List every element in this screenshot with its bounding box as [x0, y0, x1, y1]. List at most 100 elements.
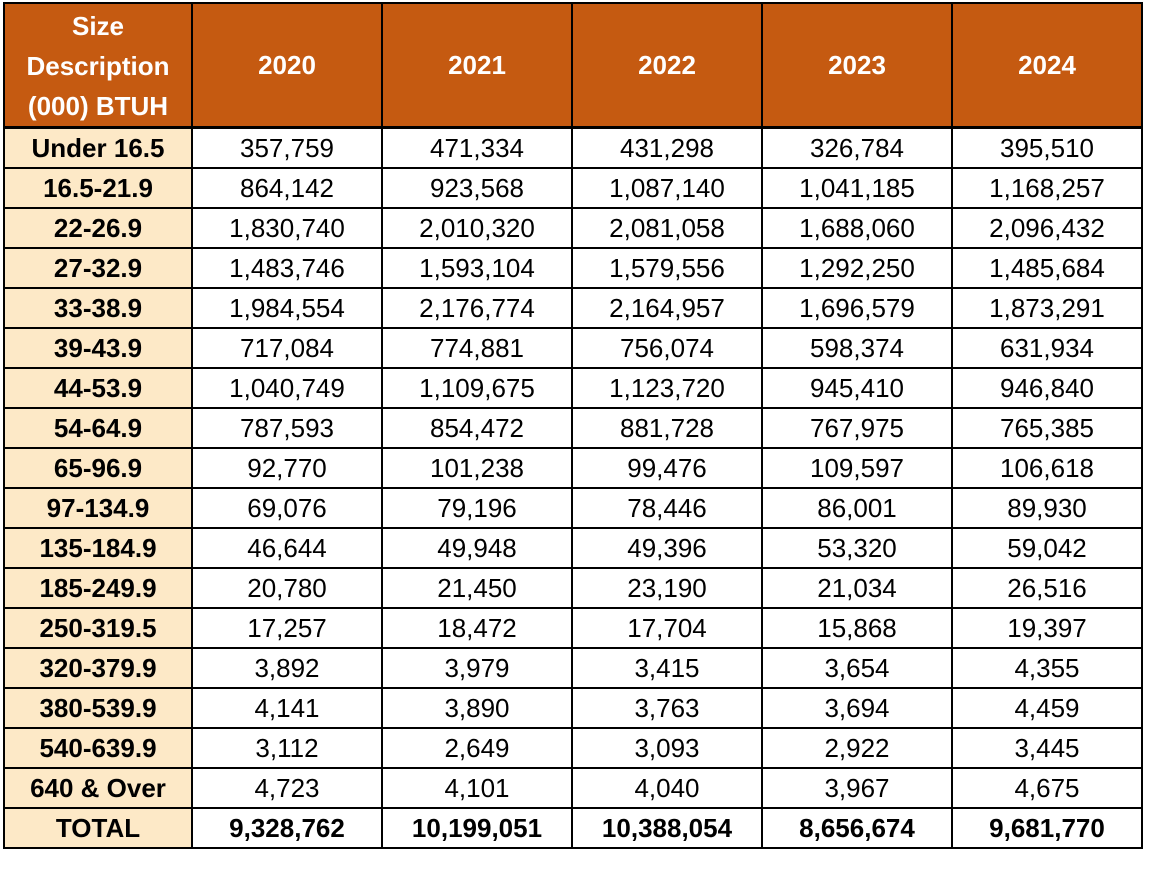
- table-row: 33-38.9 1,984,554 2,176,774 2,164,957 1,…: [3, 287, 1143, 329]
- header-line-size: Size: [71, 11, 125, 41]
- table-row: 380-539.9 4,141 3,890 3,763 3,694 4,459: [3, 687, 1143, 729]
- row-label: 320-379.9: [3, 647, 193, 689]
- table-row: 185-249.9 20,780 21,450 23,190 21,034 26…: [3, 567, 1143, 609]
- total-cell: 10,199,051: [381, 807, 573, 849]
- table-cell: 4,040: [571, 767, 763, 809]
- table-row: Under 16.5 357,759 471,334 431,298 326,7…: [3, 126, 1143, 169]
- table-cell: 717,084: [191, 327, 383, 369]
- table-cell: 945,410: [761, 367, 953, 409]
- row-label: 640 & Over: [3, 767, 193, 809]
- total-cell: 9,328,762: [191, 807, 383, 849]
- table-cell: 86,001: [761, 487, 953, 529]
- table-cell: 2,010,320: [381, 207, 573, 249]
- table-cell: 1,688,060: [761, 207, 953, 249]
- table-row: 320-379.9 3,892 3,979 3,415 3,654 4,355: [3, 647, 1143, 689]
- table-cell: 2,081,058: [571, 207, 763, 249]
- table-cell: 46,644: [191, 527, 383, 569]
- table-row: 65-96.9 92,770 101,238 99,476 109,597 10…: [3, 447, 1143, 489]
- table-cell: 2,649: [381, 727, 573, 769]
- row-label: 44-53.9: [3, 367, 193, 409]
- header-size-description: Size Description (000) BTUH: [3, 2, 193, 129]
- table-cell: 89,930: [951, 487, 1143, 529]
- table-cell: 3,654: [761, 647, 953, 689]
- size-description-table: Size Description (000) BTUH 2020 2021 20…: [3, 2, 1143, 849]
- table-cell: 1,593,104: [381, 247, 573, 289]
- table-cell: 2,176,774: [381, 287, 573, 329]
- table-cell: 864,142: [191, 167, 383, 209]
- table-cell: 4,101: [381, 767, 573, 809]
- table-cell: 767,975: [761, 407, 953, 449]
- header-year-2020: 2020: [191, 2, 383, 129]
- table-cell: 109,597: [761, 447, 953, 489]
- table-cell: 20,780: [191, 567, 383, 609]
- row-label: 54-64.9: [3, 407, 193, 449]
- header-line-description: Description: [26, 51, 170, 81]
- row-label: 185-249.9: [3, 567, 193, 609]
- total-row: TOTAL 9,328,762 10,199,051 10,388,054 8,…: [3, 807, 1143, 849]
- row-label: 540-639.9: [3, 727, 193, 769]
- table-cell: 1,830,740: [191, 207, 383, 249]
- table-cell: 15,868: [761, 607, 953, 649]
- table-row: 640 & Over 4,723 4,101 4,040 3,967 4,675: [3, 767, 1143, 809]
- row-label: 97-134.9: [3, 487, 193, 529]
- table-cell: 1,109,675: [381, 367, 573, 409]
- table-cell: 395,510: [951, 126, 1143, 169]
- row-label: 27-32.9: [3, 247, 193, 289]
- row-label: 135-184.9: [3, 527, 193, 569]
- table-cell: 1,873,291: [951, 287, 1143, 329]
- table-cell: 1,292,250: [761, 247, 953, 289]
- table-cell: 53,320: [761, 527, 953, 569]
- table-cell: 756,074: [571, 327, 763, 369]
- table-cell: 2,922: [761, 727, 953, 769]
- table-cell: 1,984,554: [191, 287, 383, 329]
- header-year-2024: 2024: [951, 2, 1143, 129]
- table-cell: 23,190: [571, 567, 763, 609]
- table-row: 250-319.5 17,257 18,472 17,704 15,868 19…: [3, 607, 1143, 649]
- table-cell: 1,041,185: [761, 167, 953, 209]
- table-row: 135-184.9 46,644 49,948 49,396 53,320 59…: [3, 527, 1143, 569]
- table-cell: 1,123,720: [571, 367, 763, 409]
- table-cell: 3,763: [571, 687, 763, 729]
- header-year-2023: 2023: [761, 2, 953, 129]
- table-cell: 854,472: [381, 407, 573, 449]
- table-cell: 1,040,749: [191, 367, 383, 409]
- table-cell: 49,948: [381, 527, 573, 569]
- table-cell: 1,485,684: [951, 247, 1143, 289]
- table-cell: 1,483,746: [191, 247, 383, 289]
- total-label: TOTAL: [3, 807, 193, 849]
- table-body: Under 16.5 357,759 471,334 431,298 326,7…: [3, 126, 1143, 849]
- table-cell: 18,472: [381, 607, 573, 649]
- row-label: Under 16.5: [3, 126, 193, 169]
- table-cell: 4,723: [191, 767, 383, 809]
- table-cell: 21,450: [381, 567, 573, 609]
- table-cell: 106,618: [951, 447, 1143, 489]
- table-cell: 787,593: [191, 407, 383, 449]
- header-year-2021: 2021: [381, 2, 573, 129]
- table-row: 44-53.9 1,040,749 1,109,675 1,123,720 94…: [3, 367, 1143, 409]
- table-row: 540-639.9 3,112 2,649 3,093 2,922 3,445: [3, 727, 1143, 769]
- table-cell: 49,396: [571, 527, 763, 569]
- header-row: Size Description (000) BTUH 2020 2021 20…: [3, 2, 1143, 129]
- table-cell: 1,696,579: [761, 287, 953, 329]
- table-cell: 881,728: [571, 407, 763, 449]
- table-cell: 4,141: [191, 687, 383, 729]
- table-cell: 92,770: [191, 447, 383, 489]
- table-cell: 26,516: [951, 567, 1143, 609]
- table-cell: 99,476: [571, 447, 763, 489]
- table-cell: 59,042: [951, 527, 1143, 569]
- table-cell: 3,892: [191, 647, 383, 689]
- table-row: 97-134.9 69,076 79,196 78,446 86,001 89,…: [3, 487, 1143, 529]
- table-cell: 17,257: [191, 607, 383, 649]
- table-cell: 69,076: [191, 487, 383, 529]
- table-cell: 631,934: [951, 327, 1143, 369]
- row-label: 22-26.9: [3, 207, 193, 249]
- table-cell: 3,415: [571, 647, 763, 689]
- table-cell: 598,374: [761, 327, 953, 369]
- size-table-wrapper: Size Description (000) BTUH 2020 2021 20…: [3, 2, 1143, 849]
- row-label: 250-319.5: [3, 607, 193, 649]
- table-cell: 4,355: [951, 647, 1143, 689]
- table-row: 27-32.9 1,483,746 1,593,104 1,579,556 1,…: [3, 247, 1143, 289]
- table-cell: 3,093: [571, 727, 763, 769]
- table-row: 22-26.9 1,830,740 2,010,320 2,081,058 1,…: [3, 207, 1143, 249]
- table-cell: 3,112: [191, 727, 383, 769]
